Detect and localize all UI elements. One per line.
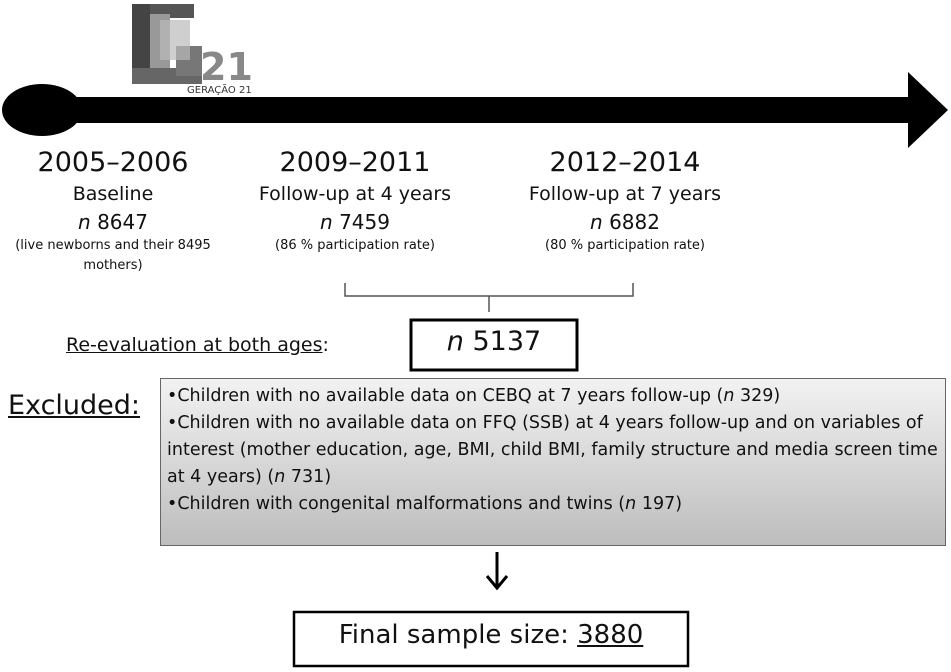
item-text: •Children with congenital malformations … <box>167 494 626 514</box>
item-text: •Children with no available data on CEBQ… <box>167 386 724 406</box>
logo: 21 GERAÇÃO 21 <box>132 4 253 96</box>
final-label: Final sample size: <box>338 620 578 650</box>
n-symbol: n <box>723 386 735 406</box>
item-n: 197 <box>641 494 676 514</box>
colon: : <box>322 334 329 356</box>
phase-label: Baseline <box>72 183 154 205</box>
phase: 2005–2006 Baseline n 8647 (live newborns… <box>0 146 243 276</box>
item-suffix: ) <box>324 467 332 487</box>
n-symbol: n <box>446 326 464 357</box>
item-suffix: ) <box>773 386 781 406</box>
item-suffix: ) <box>675 494 683 514</box>
n-symbol: n <box>590 210 603 234</box>
item-n: 329 <box>740 386 774 406</box>
final-sample: Final sample size: 3880 <box>294 620 688 650</box>
excluded-item: •Children with congenital malformations … <box>167 491 939 518</box>
phase-n: n 7459 <box>225 208 485 236</box>
phase-years: 2012–2014 <box>549 147 701 178</box>
reevaluation-label: Re-evaluation at both ages: <box>66 334 329 356</box>
excluded-item: •Children with no available data on FFQ … <box>167 410 939 491</box>
timeline-bar <box>40 97 912 123</box>
n-symbol: n <box>320 210 333 234</box>
final-box <box>292 610 690 668</box>
final-value: 3880 <box>577 620 644 650</box>
item-n: 731 <box>290 467 325 487</box>
phase-years: 2009–2011 <box>279 147 431 178</box>
down-arrow <box>485 552 509 591</box>
phase-note: (86 % participation rate) <box>275 238 435 253</box>
timeline-arrowhead <box>908 72 948 148</box>
n-value: 6882 <box>609 210 660 234</box>
reevaluation-n: n 5137 <box>411 326 577 357</box>
n-symbol: n <box>625 494 637 514</box>
reevaluation-text: Re-evaluation at both ages <box>66 334 323 356</box>
n-value: 7459 <box>339 210 390 234</box>
logo-number: 21 <box>200 45 253 89</box>
phase-label: Follow-up at 7 years <box>528 183 722 205</box>
n-symbol: n <box>274 467 286 487</box>
phase-years: 2005–2006 <box>37 147 189 178</box>
n-value: 5137 <box>472 326 542 357</box>
n-value: 8647 <box>97 210 148 234</box>
phase: 2012–2014 Follow-up at 7 years n 6882 (8… <box>495 146 755 256</box>
phase-n: n 6882 <box>495 208 755 236</box>
item-text: •Children with no available data on FFQ … <box>167 413 938 487</box>
phase: 2009–2011 Follow-up at 4 years n 7459 (8… <box>225 146 485 256</box>
phase-note: (live newborns and their 8495 mothers) <box>15 238 211 273</box>
bracket <box>344 283 634 312</box>
excluded-box: •Children with no available data on CEBQ… <box>160 378 946 546</box>
reevaluation-box <box>409 318 579 372</box>
excluded-label: Excluded: <box>8 390 141 421</box>
phase-n: n 8647 <box>0 208 243 236</box>
phase-label: Follow-up at 4 years <box>258 183 452 205</box>
excluded-item: •Children with no available data on CEBQ… <box>167 383 939 410</box>
phase-note: (80 % participation rate) <box>545 238 705 253</box>
logo-caption: GERAÇÃO 21 <box>187 83 252 96</box>
n-symbol: n <box>78 210 91 234</box>
